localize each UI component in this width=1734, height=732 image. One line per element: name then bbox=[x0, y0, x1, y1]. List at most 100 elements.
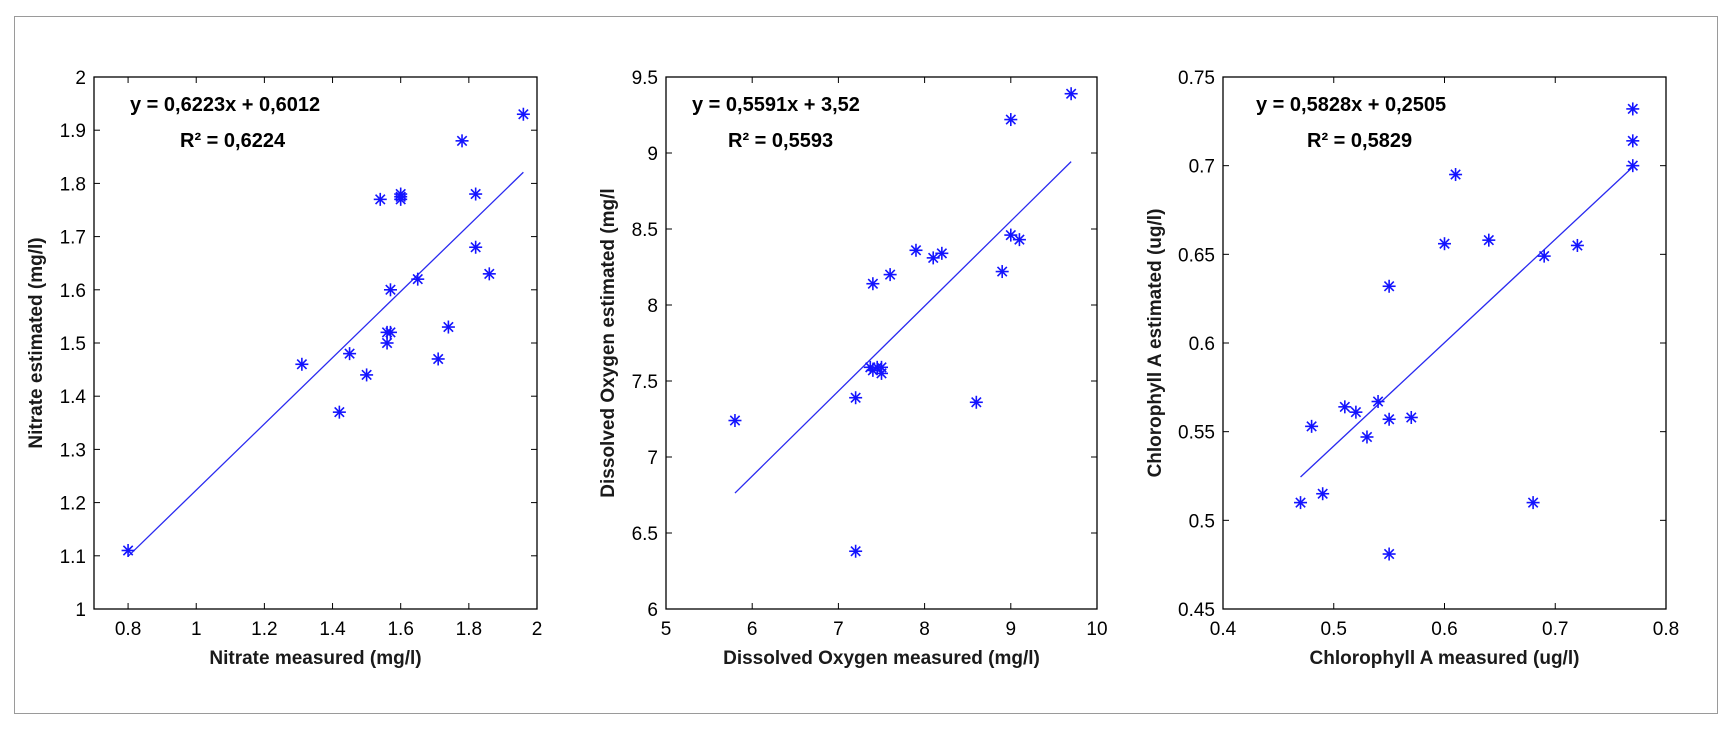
chlorophyll-data-point bbox=[1570, 238, 1584, 252]
nitrate-data-point bbox=[469, 240, 483, 254]
chlorophyll-r-squared: R² = 0,5829 bbox=[1307, 130, 1412, 152]
chlorophyll-y-tick-label: 0.65 bbox=[1178, 245, 1215, 266]
nitrate-data-point bbox=[383, 283, 397, 297]
oxygen-regression-line bbox=[734, 161, 1072, 494]
nitrate-data-point bbox=[332, 405, 346, 419]
oxygen-data-point bbox=[909, 243, 923, 257]
nitrate-y-tick-label: 1.1 bbox=[60, 547, 86, 568]
chlorophyll-data-point bbox=[1316, 487, 1330, 501]
chlorophyll-data-point bbox=[1626, 134, 1640, 148]
oxygen-data-point bbox=[849, 391, 863, 405]
oxygen-data-point bbox=[866, 277, 880, 291]
oxygen-x-tick-label: 5 bbox=[661, 619, 672, 640]
oxygen-data-point bbox=[849, 544, 863, 558]
oxygen-data-point bbox=[1012, 233, 1026, 247]
chlorophyll-regression-line bbox=[1300, 166, 1634, 478]
oxygen-data-point bbox=[1004, 113, 1018, 127]
chlorophyll-data-point bbox=[1482, 233, 1496, 247]
nitrate-x-tick-label: 0.8 bbox=[115, 619, 141, 640]
chlorophyll-data-point bbox=[1382, 412, 1396, 426]
chlorophyll-data-point bbox=[1382, 547, 1396, 561]
chlorophyll-data-point bbox=[1404, 410, 1418, 424]
oxygen-y-tick-label: 9.5 bbox=[632, 68, 658, 89]
oxygen-y-tick-label: 6.5 bbox=[632, 524, 658, 545]
oxygen-y-tick-label: 6 bbox=[647, 600, 658, 621]
chlorophyll-data-point bbox=[1371, 395, 1385, 409]
nitrate-y-tick-label: 1.4 bbox=[60, 387, 87, 408]
chlorophyll-y-tick-label: 0.7 bbox=[1189, 157, 1215, 178]
nitrate-data-point bbox=[373, 192, 387, 206]
chlorophyll-data-point bbox=[1360, 430, 1374, 444]
chlorophyll-equation: y = 0,5828x + 0,2505 bbox=[1256, 94, 1446, 116]
oxygen-data-point bbox=[935, 246, 949, 260]
nitrate-y-tick-label: 1 bbox=[75, 600, 86, 621]
chlorophyll-data-point bbox=[1537, 249, 1551, 263]
nitrate-x-tick-label: 1.2 bbox=[251, 619, 277, 640]
chlorophyll-x-axis-label: Chlorophyll A measured (ug/l) bbox=[1310, 648, 1580, 669]
nitrate-y-tick-label: 1.5 bbox=[60, 334, 86, 355]
nitrate-data-point bbox=[431, 352, 445, 366]
oxygen-y-tick-label: 7.5 bbox=[632, 372, 658, 393]
nitrate-y-tick-label: 2 bbox=[75, 68, 86, 89]
nitrate-data-point bbox=[383, 325, 397, 339]
nitrate-equation: y = 0,6223x + 0,6012 bbox=[130, 94, 320, 116]
chlorophyll-x-tick-label: 0.5 bbox=[1321, 619, 1347, 640]
chlorophyll-data-point bbox=[1626, 102, 1640, 116]
nitrate-r-squared: R² = 0,6224 bbox=[180, 130, 286, 152]
nitrate-x-tick-label: 1.8 bbox=[456, 619, 482, 640]
chlorophyll-data-point bbox=[1349, 405, 1363, 419]
chlorophyll-data-point bbox=[1382, 279, 1396, 293]
nitrate-y-tick-label: 1.2 bbox=[60, 494, 86, 515]
nitrate-y-tick-label: 1.7 bbox=[60, 228, 86, 249]
nitrate-data-point bbox=[482, 267, 496, 281]
nitrate-x-tick-label: 1 bbox=[191, 619, 202, 640]
nitrate-y-tick-label: 1.3 bbox=[60, 440, 86, 461]
nitrate-x-tick-label: 2 bbox=[532, 619, 543, 640]
chlorophyll-data-point bbox=[1626, 159, 1640, 173]
nitrate-data-point bbox=[411, 272, 425, 286]
nitrate-data-point bbox=[394, 190, 408, 204]
oxygen-data-point bbox=[875, 366, 888, 380]
chlorophyll-y-tick-label: 0.5 bbox=[1189, 511, 1215, 532]
nitrate-y-tick-label: 1.9 bbox=[60, 121, 86, 142]
oxygen-y-tick-label: 8 bbox=[647, 296, 658, 317]
nitrate-x-tick-label: 1.4 bbox=[319, 619, 346, 640]
chlorophyll-y-tick-label: 0.75 bbox=[1178, 68, 1215, 89]
chlorophyll-chart: 0.4 0.5 0.6 0.7 0.8 0.45 0.5 0.55 0.6 0.65 0.7 0.75… bbox=[1145, 68, 1679, 669]
chlorophyll-data-point bbox=[1449, 168, 1463, 182]
oxygen-plot-box bbox=[665, 76, 1098, 610]
oxygen-data-point bbox=[969, 395, 983, 409]
chlorophyll-y-tick-label: 0.55 bbox=[1178, 423, 1215, 444]
chlorophyll-x-tick-label: 0.6 bbox=[1431, 619, 1457, 640]
nitrate-data-point bbox=[469, 187, 483, 201]
nitrate-data-point bbox=[343, 347, 357, 361]
oxygen-x-tick-label: 8 bbox=[919, 619, 930, 640]
nitrate-regression-line bbox=[127, 171, 524, 557]
chlorophyll-data-point bbox=[1526, 496, 1540, 510]
nitrate-x-tick-label: 1.6 bbox=[387, 619, 413, 640]
oxygen-equation: y = 0,5591x + 3,52 bbox=[692, 94, 860, 116]
chlorophyll-x-tick-label: 0.7 bbox=[1542, 619, 1568, 640]
chlorophyll-data-point bbox=[1305, 419, 1319, 433]
oxygen-x-tick-label: 10 bbox=[1086, 619, 1107, 640]
oxygen-x-tick-label: 6 bbox=[747, 619, 758, 640]
oxygen-x-tick-label: 7 bbox=[833, 619, 844, 640]
oxygen-x-axis-label: Dissolved Oxygen measured (mg/l) bbox=[723, 648, 1040, 669]
oxygen-data-point bbox=[728, 414, 742, 428]
nitrate-data-point bbox=[360, 368, 374, 382]
chlorophyll-x-tick-label: 0.8 bbox=[1653, 619, 1679, 640]
nitrate-y-axis-label: Nitrate estimated (mg/l) bbox=[26, 237, 47, 448]
nitrate-y-tick-label: 1.8 bbox=[60, 174, 86, 195]
nitrate-data-point bbox=[516, 107, 530, 121]
oxygen-y-axis-label: Dissolved Oxygen estimated (mg/l bbox=[598, 188, 619, 497]
oxygen-r-squared: R² = 0,5593 bbox=[728, 130, 833, 152]
chlorophyll-data-point bbox=[1438, 237, 1451, 251]
nitrate-data-point bbox=[441, 320, 455, 334]
nitrate-data-point bbox=[121, 543, 135, 557]
nitrate-x-axis-label: Nitrate measured (mg/l) bbox=[209, 648, 421, 669]
nitrate-chart: 0.8 1 1.2 1.4 1.6 1.8 2 1 1.1 1.2 1.3 1.4 1.5 1.6 1.7 1… bbox=[26, 68, 542, 669]
nitrate-plot-box bbox=[93, 76, 538, 610]
oxygen-data-point bbox=[995, 265, 1009, 279]
